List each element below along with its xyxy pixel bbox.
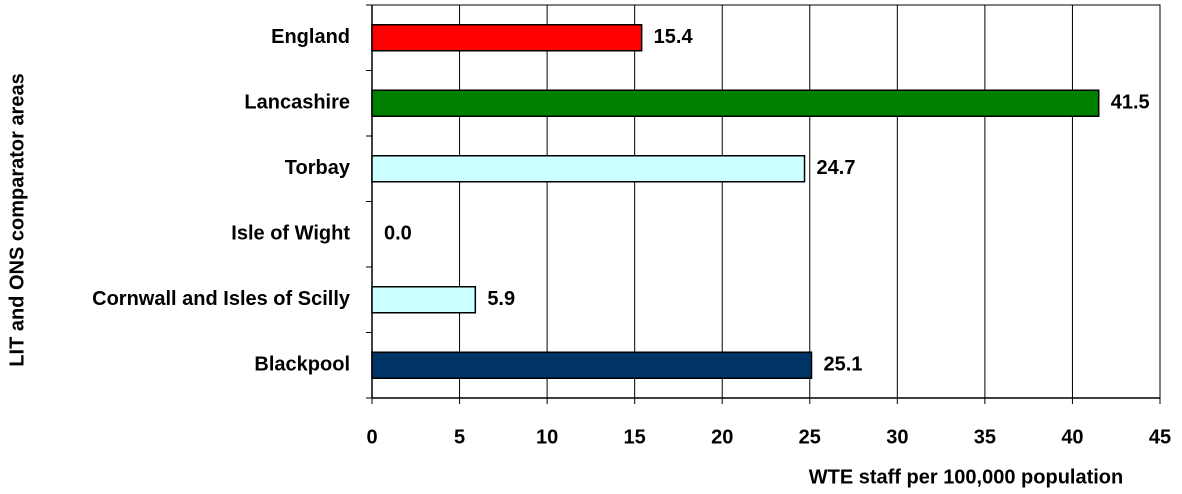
value-label: 24.7 [817,157,856,179]
y-tick-label: Cornwall and Isles of Scilly [92,288,351,310]
bar [371,24,643,52]
x-axis-label: WTE staff per 100,000 population [809,466,1124,488]
y-tick-label: Isle of Wight [231,223,350,245]
plot-frame [371,4,1161,399]
x-tick-label: 40 [1061,426,1083,448]
x-tick-label: 20 [711,426,733,448]
value-label: 0.0 [384,223,412,245]
x-tick-label: 35 [974,426,996,448]
x-tick-label: 0 [366,426,377,448]
y-tick-label: Lancashire [244,92,350,114]
bar [371,155,806,183]
value-label: 5.9 [487,288,515,310]
x-tick-label: 45 [1149,426,1171,448]
bar [371,286,477,314]
x-tick-label: 15 [624,426,646,448]
bar [371,89,1100,117]
value-label: 41.5 [1111,92,1150,114]
y-tick-label: England [271,26,350,48]
x-tick-label: 25 [799,426,821,448]
value-label: 15.4 [654,26,694,48]
x-tick-label: 5 [454,426,465,448]
value-label: 25.1 [824,354,863,376]
x-tick-label: 30 [886,426,908,448]
y-tick-label: Blackpool [254,354,350,376]
bar [371,351,813,379]
x-tick-label: 10 [536,426,558,448]
y-tick-label: Torbay [285,157,351,179]
y-axis-label: LIT and ONS comparator areas [6,73,28,366]
